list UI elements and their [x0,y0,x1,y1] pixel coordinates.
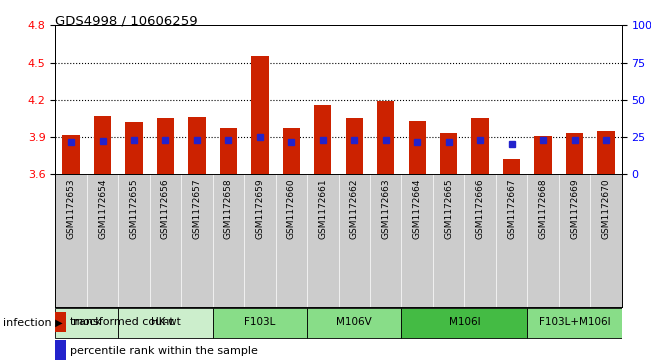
Bar [314,105,331,174]
Text: GSM1172656: GSM1172656 [161,178,170,239]
Text: GSM1172654: GSM1172654 [98,178,107,239]
Text: GSM1172661: GSM1172661 [318,178,327,239]
Text: GSM1172660: GSM1172660 [287,178,296,239]
Bar [402,308,527,338]
Bar [440,133,457,174]
Text: mock: mock [73,317,101,327]
Bar [157,118,174,174]
Bar [55,308,118,338]
Text: GSM1172670: GSM1172670 [602,178,611,239]
Text: transformed count: transformed count [70,318,174,327]
Text: percentile rank within the sample: percentile rank within the sample [70,346,258,356]
Bar [471,118,489,174]
Bar [118,308,213,338]
Bar [377,101,395,174]
Text: GSM1172663: GSM1172663 [381,178,390,239]
Text: M106I: M106I [449,317,480,327]
Text: F103L: F103L [244,317,275,327]
Bar [126,122,143,174]
Bar [55,340,66,360]
Text: GSM1172659: GSM1172659 [255,178,264,239]
Bar [307,308,402,338]
Bar [220,129,237,174]
Text: GSM1172664: GSM1172664 [413,178,422,239]
Bar [188,117,206,174]
Bar [94,116,111,174]
Bar [409,121,426,174]
Bar [527,308,622,338]
Bar [534,136,551,174]
Text: GSM1172667: GSM1172667 [507,178,516,239]
Text: GSM1172662: GSM1172662 [350,178,359,239]
Text: GSM1172669: GSM1172669 [570,178,579,239]
Text: GSM1172657: GSM1172657 [193,178,201,239]
Bar [213,308,307,338]
Text: infection: infection [3,318,52,328]
Bar [251,56,268,174]
Text: GSM1172658: GSM1172658 [224,178,233,239]
Text: GDS4998 / 10606259: GDS4998 / 10606259 [55,15,198,28]
Text: HK-wt: HK-wt [150,317,180,327]
Text: ▶: ▶ [52,318,62,328]
Text: GSM1172655: GSM1172655 [130,178,139,239]
Text: F103L+M106I: F103L+M106I [538,317,611,327]
Bar [503,159,520,174]
Bar [283,129,300,174]
Bar [346,118,363,174]
Text: GSM1172665: GSM1172665 [444,178,453,239]
Text: GSM1172668: GSM1172668 [538,178,547,239]
Bar [566,133,583,174]
Bar [598,131,615,174]
Text: GSM1172666: GSM1172666 [476,178,484,239]
Text: M106V: M106V [337,317,372,327]
Text: GSM1172653: GSM1172653 [66,178,76,239]
Bar [55,312,66,332]
Bar [62,135,79,174]
